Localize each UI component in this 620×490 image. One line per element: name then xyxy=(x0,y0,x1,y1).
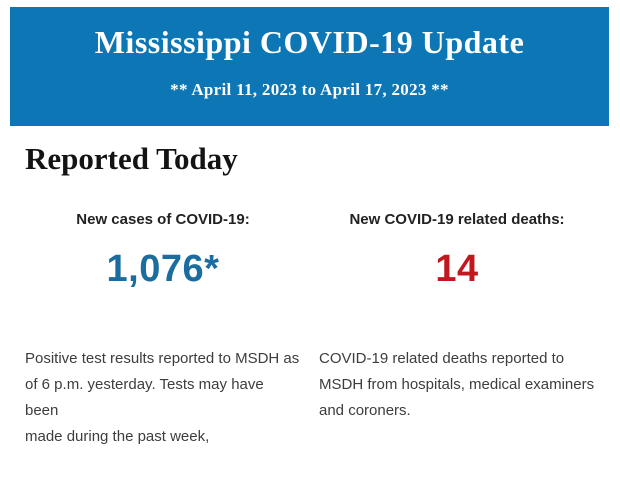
cases-description-line: made during the past week, xyxy=(25,428,210,445)
page: Mississippi COVID-19 Update ** April 11,… xyxy=(0,7,620,490)
deaths-label: New COVID-19 related deaths: xyxy=(349,211,565,228)
stats-row: New cases of COVID-19: 1,076* Positive t… xyxy=(25,211,595,450)
header-banner: Mississippi COVID-19 Update ** April 11,… xyxy=(10,7,609,126)
deaths-value: 14 xyxy=(435,248,479,290)
section-heading: Reported Today xyxy=(25,141,238,176)
date-range: ** April 11, 2023 to April 17, 2023 ** xyxy=(170,80,449,99)
cases-description: Positive test results reported to MSDH a… xyxy=(25,346,301,450)
cases-description-line: of 6 p.m. yesterday. Tests may have been xyxy=(25,376,264,419)
cases-value: 1,076* xyxy=(106,248,220,290)
page-title: Mississippi COVID-19 Update xyxy=(94,24,525,60)
cases-column: New cases of COVID-19: 1,076* Positive t… xyxy=(25,211,301,450)
deaths-description-line: COVID-19 related deaths reported to xyxy=(319,350,565,367)
deaths-column: New COVID-19 related deaths: 14 COVID-19… xyxy=(319,211,595,450)
cases-label: New cases of COVID-19: xyxy=(76,211,250,228)
cases-description-line: Positive test results reported to MSDH a… xyxy=(25,350,300,367)
deaths-description-line: and coroners. xyxy=(319,402,411,419)
deaths-description: COVID-19 related deaths reported to MSDH… xyxy=(319,346,595,424)
deaths-description-line: MSDH from hospitals, medical examiners xyxy=(319,376,595,393)
